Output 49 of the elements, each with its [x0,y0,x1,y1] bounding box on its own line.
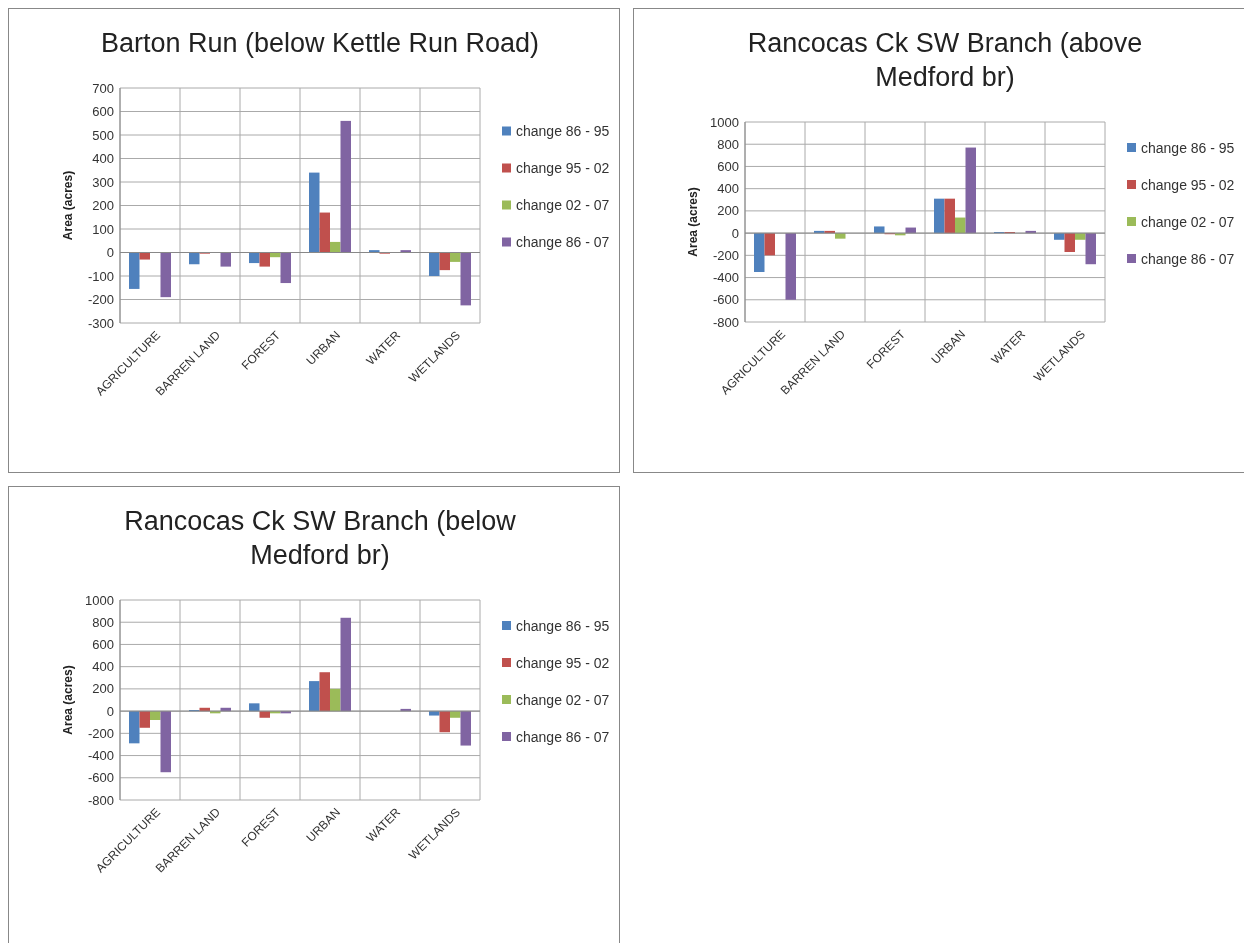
legend-label: change 95 - 02 [516,654,610,671]
y-tick-label: 1000 [710,114,739,130]
y-axis-title: Area (acres) [61,665,75,735]
y-tick-label: 400 [92,151,114,167]
y-tick-label: 300 [92,174,114,190]
y-tick-label: 600 [92,636,114,652]
chart-title: Rancocas Ck SW Branch (above Medford br) [747,28,1143,92]
y-tick-label: -300 [87,315,114,331]
legend-label: change 95 - 02 [516,160,610,177]
y-axis-title: Area (acres) [686,187,700,257]
legend-label: change 86 - 07 [1141,250,1235,267]
y-axis-title: Area (acres) [61,170,75,241]
y-tick-label: -200 [87,725,114,741]
y-tick-label: 800 [92,614,114,630]
y-tick-label: -400 [712,270,739,286]
legend-label: change 86 - 95 [516,123,610,140]
chart-title: Rancocas Ck SW Branch (below Medford br) [124,506,517,570]
y-tick-label: -100 [87,268,114,284]
y-tick-label: 0 [106,245,114,261]
y-tick-label: 600 [92,104,114,120]
legend-label: change 02 - 07 [516,197,610,214]
y-tick-label: -400 [87,748,114,764]
y-tick-label: -800 [87,792,114,808]
legend-label: change 02 - 07 [1141,213,1235,230]
legend-label: change 86 - 95 [516,617,610,634]
y-tick-label: -200 [87,292,114,308]
y-tick-label: -200 [712,247,739,263]
y-tick-label: 400 [717,181,739,197]
legend-label: change 86 - 95 [1141,139,1235,156]
y-tick-label: 0 [106,703,114,719]
legend-label: change 86 - 07 [516,728,610,745]
legend-label: change 86 - 07 [516,234,610,251]
y-tick-label: 200 [92,198,114,214]
legend-label: change 95 - 02 [1141,176,1235,193]
y-tick-label: 700 [92,80,114,96]
y-tick-label: 100 [92,221,114,237]
chart-title: Barton Run (below Kettle Run Road) [100,28,540,58]
legend-label: change 02 - 07 [516,691,610,708]
y-tick-label: 200 [717,203,739,219]
y-tick-label: -600 [87,770,114,786]
y-tick-label: -800 [712,314,739,330]
y-tick-label: 500 [92,127,114,143]
y-tick-label: 800 [717,136,739,152]
y-tick-label: 0 [731,225,739,241]
y-tick-label: -600 [712,292,739,308]
y-tick-label: 1000 [85,592,114,608]
y-tick-label: 200 [92,681,114,697]
y-tick-label: 400 [92,659,114,675]
y-tick-label: 600 [717,158,739,174]
